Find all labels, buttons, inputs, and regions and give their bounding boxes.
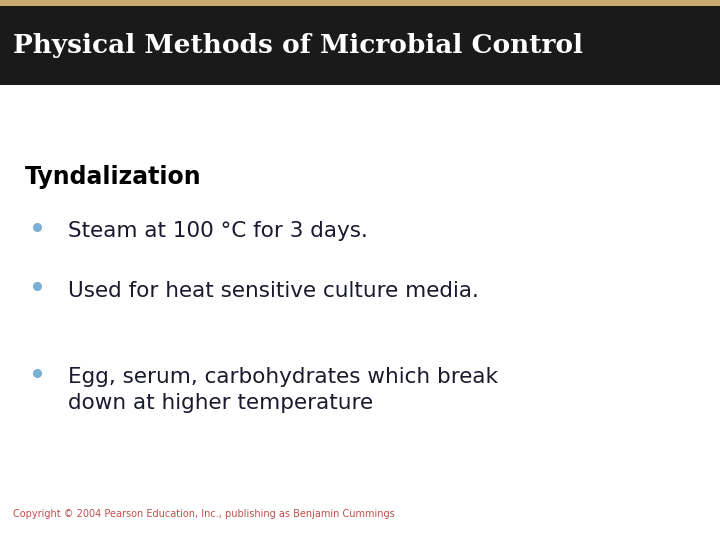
Text: Egg, serum, carbohydrates which break
down at higher temperature: Egg, serum, carbohydrates which break do… bbox=[68, 367, 498, 413]
Text: Physical Methods of Microbial Control: Physical Methods of Microbial Control bbox=[13, 33, 583, 58]
Text: Copyright © 2004 Pearson Education, Inc., publishing as Benjamin Cummings: Copyright © 2004 Pearson Education, Inc.… bbox=[13, 509, 395, 519]
Bar bbox=[0, 6, 720, 85]
Text: Used for heat sensitive culture media.: Used for heat sensitive culture media. bbox=[68, 281, 480, 301]
Bar bbox=[0, 0, 720, 6]
Text: Tyndalization: Tyndalization bbox=[25, 165, 202, 188]
Text: Steam at 100 °C for 3 days.: Steam at 100 °C for 3 days. bbox=[68, 221, 368, 241]
